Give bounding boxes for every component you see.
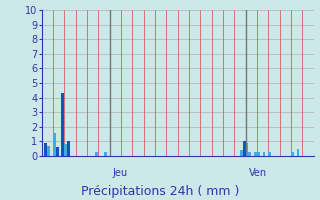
Text: Précipitations 24h ( mm ): Précipitations 24h ( mm ) (81, 185, 239, 198)
Bar (254, 152, 257, 156)
Bar (64, 144, 67, 156)
Bar (67, 141, 70, 156)
Bar (257, 152, 260, 156)
Bar (240, 150, 243, 156)
Bar (95, 152, 98, 156)
Bar (291, 152, 294, 156)
Bar (243, 141, 246, 156)
Bar (246, 143, 248, 156)
Bar (53, 133, 56, 156)
Bar (61, 93, 64, 156)
Bar (268, 152, 271, 156)
Bar (297, 149, 300, 156)
Bar (47, 146, 50, 156)
Bar (56, 147, 59, 156)
Text: Ven: Ven (249, 168, 267, 178)
Text: Jeu: Jeu (113, 168, 128, 178)
Bar (104, 152, 107, 156)
Bar (263, 152, 265, 156)
Bar (44, 143, 47, 156)
Bar (248, 152, 251, 156)
